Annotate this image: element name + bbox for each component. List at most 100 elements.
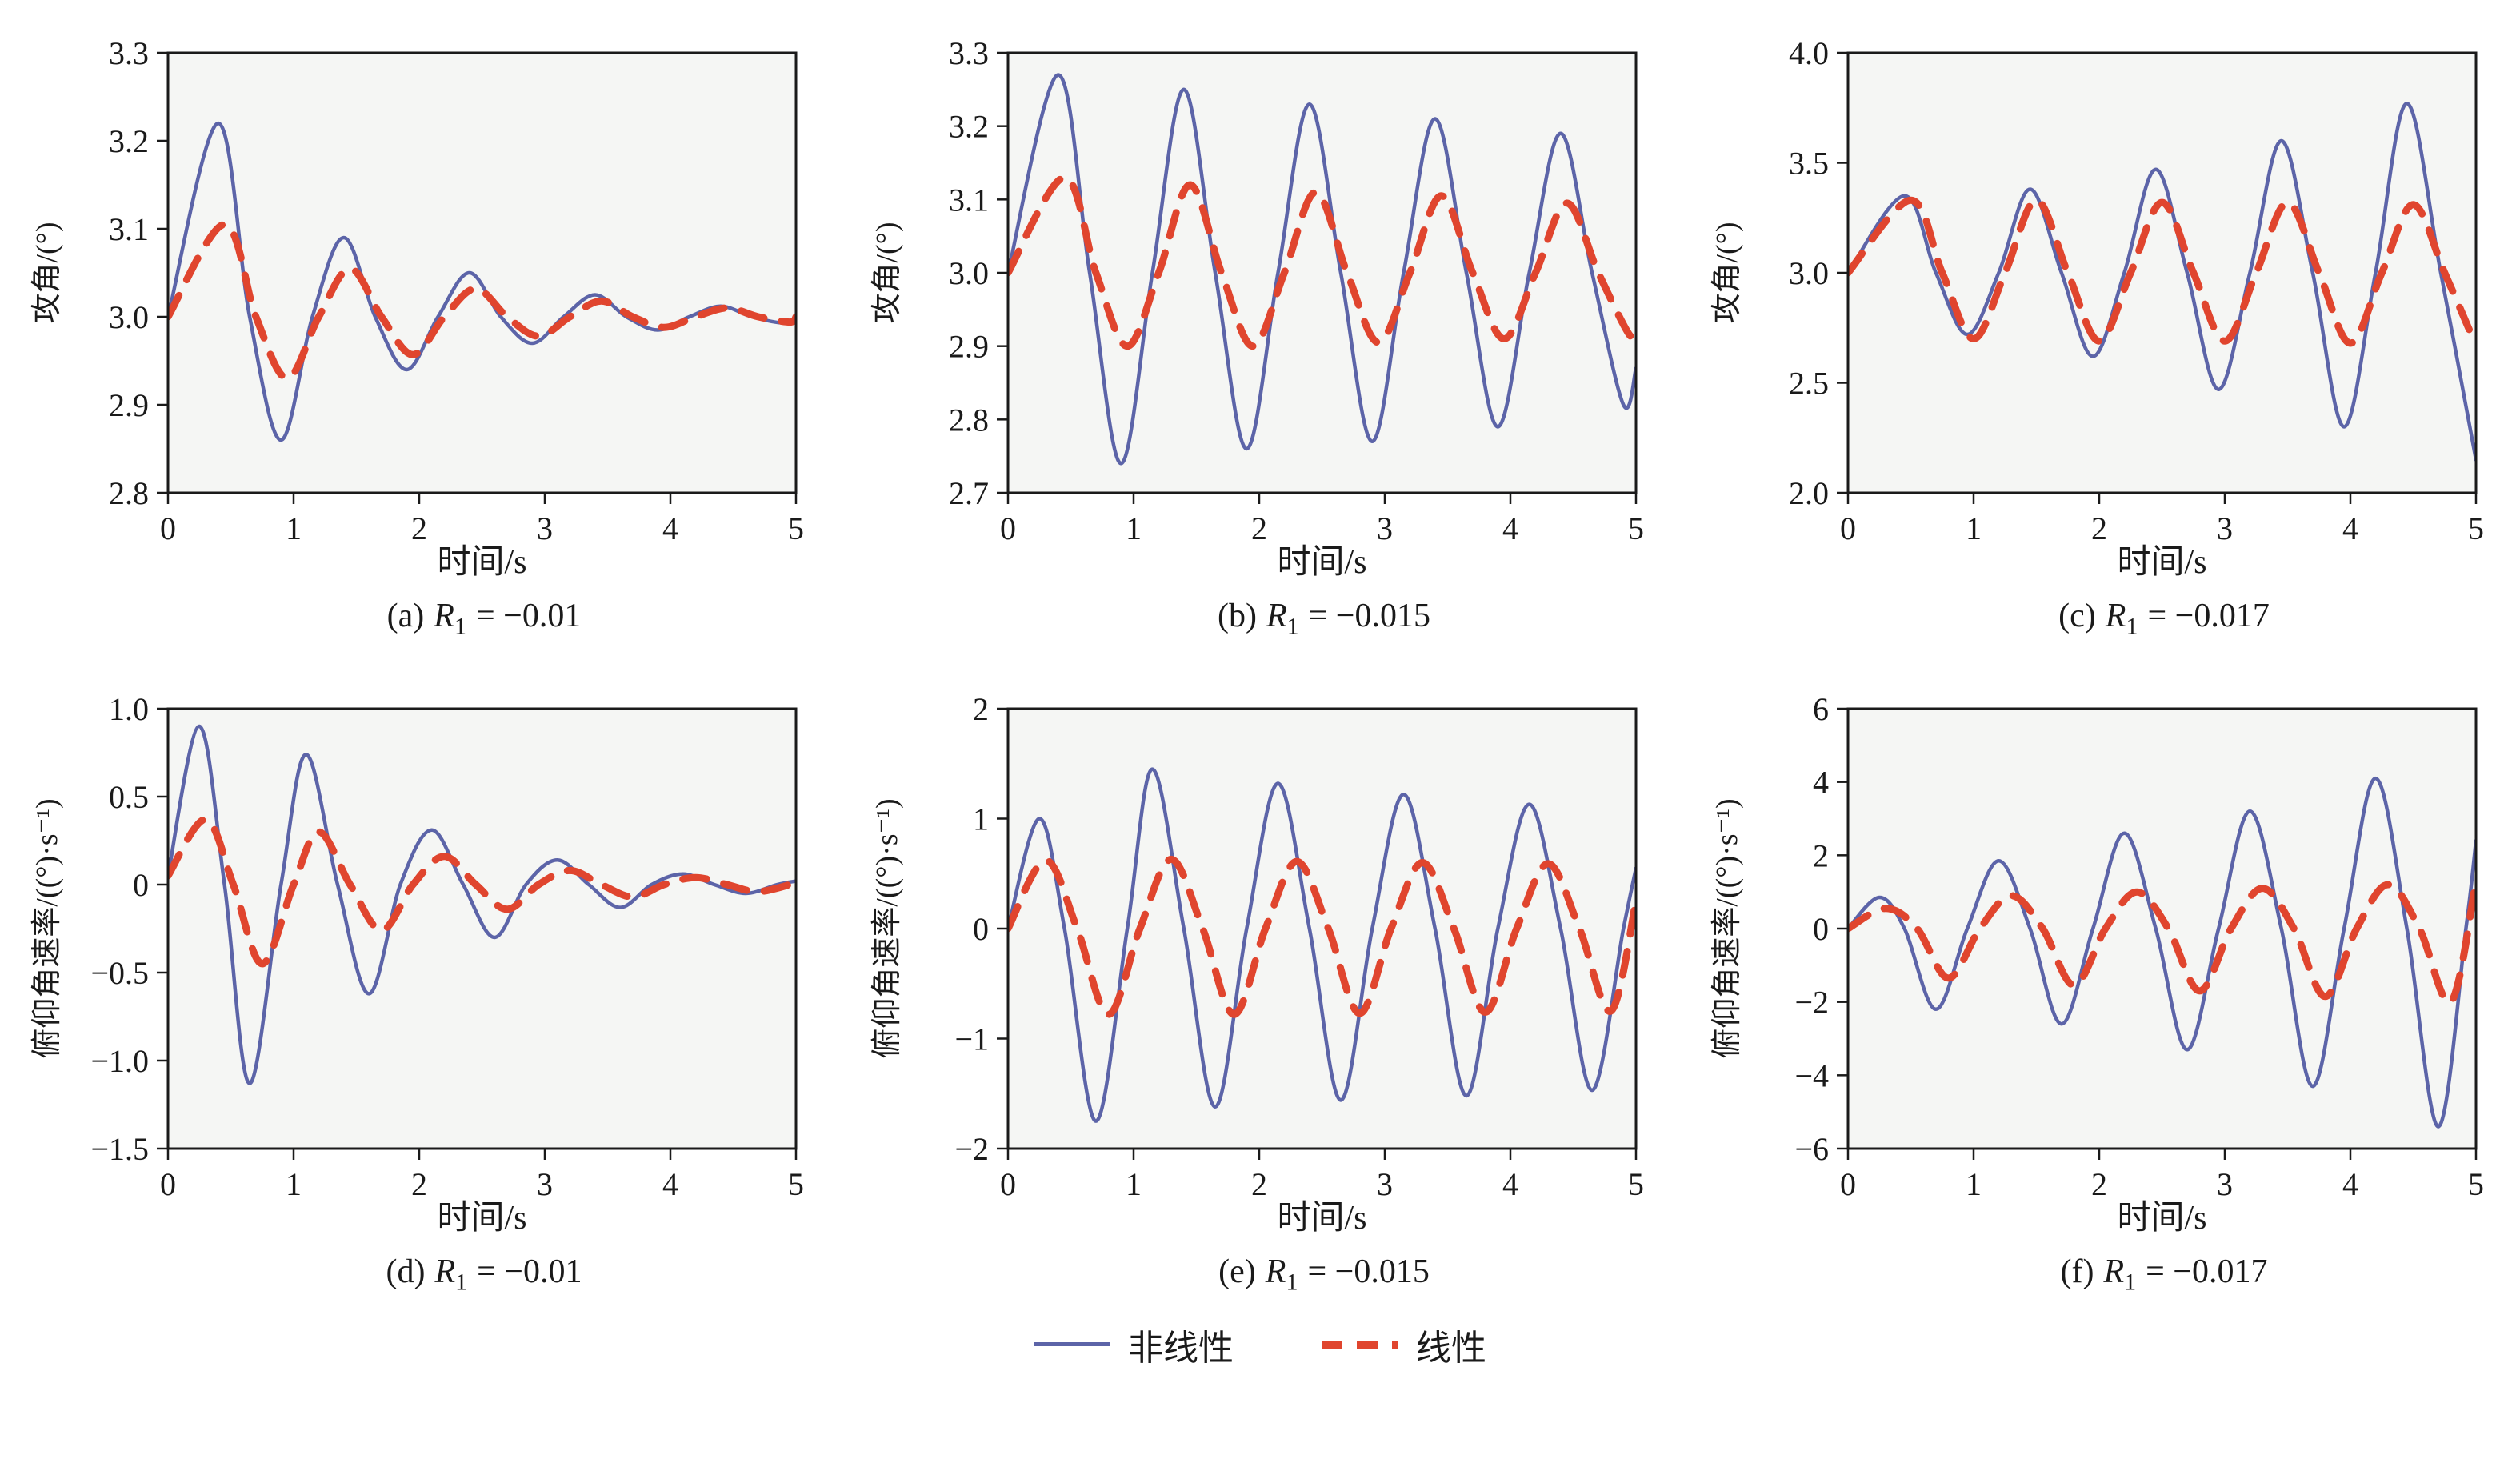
- svg-text:0: 0: [1840, 510, 1856, 546]
- svg-text:1: 1: [1126, 1166, 1142, 1202]
- x-axis-label: 时间/s: [437, 544, 526, 581]
- caption-index: (f): [2060, 1253, 2094, 1291]
- svg-text:3.1: 3.1: [949, 182, 989, 218]
- caption-symbol: R: [1266, 598, 1287, 634]
- d-linear-curve: [168, 816, 796, 968]
- svg-text:3.2: 3.2: [949, 109, 989, 145]
- subplot-a-caption: (a) R1 = −0.01: [168, 597, 800, 640]
- y-axis-label: 攻角/(°): [870, 222, 904, 323]
- subplot-b-caption: (b) R1 = −0.015: [1008, 597, 1640, 640]
- svg-text:1: 1: [973, 801, 989, 837]
- caption-subscript: 1: [455, 1269, 468, 1296]
- svg-text:−6: −6: [1794, 1131, 1829, 1167]
- a-nonlinear-curve: [168, 121, 796, 442]
- svg-text:3.3: 3.3: [949, 35, 989, 71]
- subplot-c-canvas: 0 1 2 3 4 5 2.0 2.5 3.0 3.5 4.0 时间/s 攻角/(°): [1710, 35, 2484, 581]
- x-axis-label: 时间/s: [1277, 1200, 1366, 1237]
- svg-text:5: 5: [2468, 510, 2484, 546]
- caption-value: = −0.017: [2146, 1253, 2268, 1291]
- svg-text:2.9: 2.9: [109, 387, 149, 423]
- svg-text:5: 5: [788, 1166, 804, 1202]
- b-nonlinear-curve: [1008, 73, 1636, 466]
- subplot-c-chart: 0 1 2 3 4 5 2.0 2.5 3.0 3.5 4.0 时间/s 攻角/(°): [1700, 29, 2500, 589]
- svg-text:5: 5: [1628, 1166, 1644, 1202]
- subplot-b: 0 1 2 3 4 5 2.7 2.8 2.9 3.0 3.1 3.2 3.3 时间/s 攻角/(°) (b…: [840, 29, 1680, 640]
- caption-value: = −0.017: [2147, 598, 2270, 634]
- svg-text:3: 3: [1377, 1166, 1393, 1202]
- svg-text:3.3: 3.3: [109, 35, 149, 71]
- svg-text:4: 4: [2342, 510, 2358, 546]
- svg-text:0: 0: [133, 867, 149, 903]
- svg-text:4.0: 4.0: [1789, 35, 1829, 71]
- legend: 非线性 线性: [0, 1319, 2520, 1370]
- caption-index: (d): [386, 1253, 426, 1291]
- svg-text:0.5: 0.5: [109, 779, 149, 815]
- caption-value: = −0.015: [1308, 598, 1430, 634]
- svg-text:2: 2: [411, 1166, 427, 1202]
- svg-text:2.8: 2.8: [109, 475, 149, 511]
- svg-text:3: 3: [537, 1166, 553, 1202]
- svg-text:−4: −4: [1794, 1058, 1829, 1094]
- caption-subscript: 1: [2124, 1269, 2137, 1296]
- svg-text:1: 1: [1126, 510, 1142, 546]
- subplot-d-chart: 0 1 2 3 4 5 −1.5 −1.0 −0.5 0 0.5 1.0 时间/s 俯仰角速率/((°)·…: [20, 685, 820, 1245]
- svg-text:3.0: 3.0: [949, 255, 989, 291]
- svg-text:−1.0: −1.0: [90, 1043, 149, 1079]
- svg-text:5: 5: [2468, 1166, 2484, 1202]
- caption-index: (b): [1217, 598, 1257, 634]
- subplot-f-chart: 0 1 2 3 4 5 −6 −4 −2 0 2 4 6 时间/s 俯仰角速率/((°)·s⁻¹): [1700, 685, 2500, 1245]
- svg-text:−1: −1: [954, 1021, 989, 1057]
- svg-text:2.9: 2.9: [949, 329, 989, 365]
- svg-text:3.5: 3.5: [1789, 146, 1829, 182]
- subplot-d-caption: (d) R1 = −0.01: [168, 1253, 800, 1296]
- caption-symbol: R: [2105, 598, 2126, 634]
- caption-index: (e): [1218, 1253, 1256, 1291]
- caption-value: = −0.015: [1307, 1253, 1430, 1291]
- svg-text:2: 2: [1813, 838, 1829, 874]
- b-linear-curve: [1008, 174, 1636, 350]
- svg-text:3.0: 3.0: [1789, 255, 1829, 291]
- svg-text:2: 2: [2091, 1166, 2107, 1202]
- svg-text:2.0: 2.0: [1789, 475, 1829, 511]
- subplot-d-canvas: 0 1 2 3 4 5 −1.5 −1.0 −0.5 0 0.5 1.0 时间/s 俯仰角速率/((°)·…: [30, 691, 804, 1237]
- subplot-e-caption: (e) R1 = −0.015: [1008, 1253, 1640, 1296]
- svg-text:1: 1: [1966, 510, 1982, 546]
- svg-text:0: 0: [1000, 1166, 1016, 1202]
- x-axis-label: 时间/s: [2117, 1200, 2206, 1237]
- caption-value: = −0.01: [475, 598, 582, 634]
- legend-item-nonlinear: 非线性: [1034, 1319, 1234, 1370]
- legend-label-nonlinear: 非线性: [1128, 1328, 1234, 1368]
- x-axis-label: 时间/s: [1277, 544, 1366, 581]
- svg-text:4: 4: [1813, 765, 1829, 801]
- svg-text:1.0: 1.0: [109, 691, 149, 727]
- caption-index: (a): [386, 598, 425, 634]
- subplot-f-canvas: 0 1 2 3 4 5 −6 −4 −2 0 2 4 6 时间/s 俯仰角速率/((°)·s⁻¹): [1710, 691, 2484, 1237]
- svg-text:2: 2: [1251, 510, 1267, 546]
- subplot-c-caption: (c) R1 = −0.017: [1848, 597, 2480, 640]
- svg-text:2: 2: [1251, 1166, 1267, 1202]
- y-axis-label: 俯仰角速率/((°)·s⁻¹): [1710, 799, 1744, 1059]
- x-axis-label: 时间/s: [2117, 544, 2206, 581]
- c-nonlinear-curve: [1848, 102, 2476, 462]
- c-linear-curve: [1848, 196, 2476, 350]
- svg-text:0: 0: [160, 510, 176, 546]
- y-axis-label: 俯仰角速率/((°)·s⁻¹): [30, 799, 64, 1059]
- svg-text:5: 5: [788, 510, 804, 546]
- svg-text:−2: −2: [954, 1131, 989, 1167]
- svg-text:0: 0: [973, 911, 989, 947]
- svg-text:2.8: 2.8: [949, 402, 989, 438]
- e-linear-curve: [1008, 856, 1636, 1019]
- subplot-a: 0 1 2 3 4 5 2.8 2.9 3.0 3.1 3.2 3.3 时间/s 攻角/(°) (a) R1…: [0, 29, 840, 640]
- caption-subscript: 1: [1286, 1269, 1298, 1296]
- subplot-f: 0 1 2 3 4 5 −6 −4 −2 0 2 4 6 时间/s 俯仰角速率/((°)·s⁻¹) (f) R…: [1680, 685, 2520, 1296]
- svg-text:2.5: 2.5: [1789, 366, 1829, 402]
- nonlinear-line-icon: [1034, 1342, 1110, 1347]
- svg-text:3: 3: [1377, 510, 1393, 546]
- f-linear-curve: [1848, 877, 2476, 1007]
- svg-text:5: 5: [1628, 510, 1644, 546]
- x-axis-label: 时间/s: [437, 1200, 526, 1237]
- svg-text:3.0: 3.0: [109, 299, 149, 335]
- caption-value: = −0.01: [477, 1253, 582, 1291]
- svg-text:3: 3: [537, 510, 553, 546]
- legend-label-linear: 线性: [1416, 1328, 1486, 1368]
